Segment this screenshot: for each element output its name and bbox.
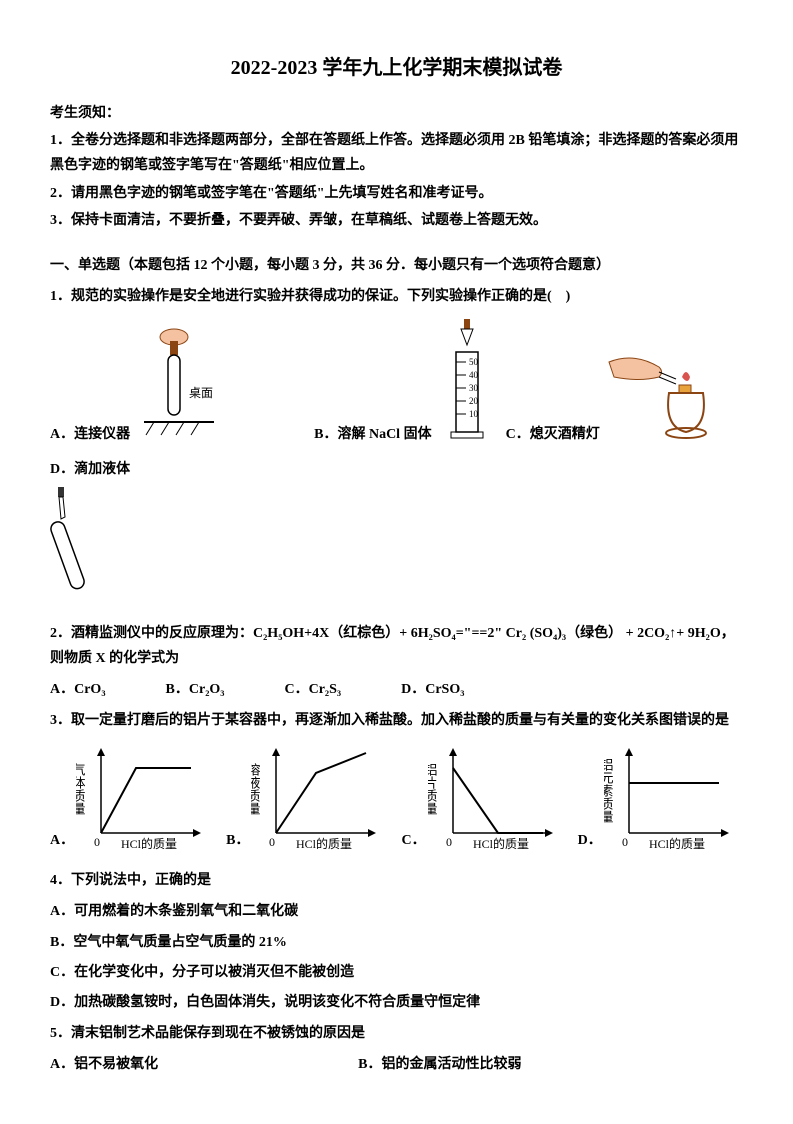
q1-c-label: C．熄灭酒精灯 — [506, 422, 600, 447]
q3-graphs: A． 气体质量 0 HCl的质量 B． 溶液质量 0 HCl的质量 C． 铝片质… — [50, 743, 743, 853]
desk-label: 桌面 — [189, 386, 213, 400]
svg-text:气体质量: 气体质量 — [76, 763, 86, 816]
page-title: 2022-2023 学年九上化学期末模拟试卷 — [50, 50, 743, 86]
q1-stem: 1．规范的实验操作是安全地进行实验并获得成功的保证。下列实验操作正确的是( ) — [50, 284, 743, 309]
notice-2: 2．请用黑色字迹的钢笔或签字笔在"答题纸"上先填写姓名和准考证号。 — [50, 181, 743, 206]
q2-a: A．CrO₃ — [50, 677, 106, 702]
svg-text:20: 20 — [469, 396, 479, 406]
q1-d-label: D．滴加液体 — [50, 457, 130, 482]
q1-opt-c: C．熄灭酒精灯 — [506, 347, 714, 447]
svg-text:40: 40 — [469, 370, 479, 380]
svg-text:HCl的质量: HCl的质量 — [473, 836, 529, 851]
section-1-head: 一、单选题（本题包括 12 个小题，每小题 3 分，共 36 分．每小题只有一个… — [50, 253, 743, 278]
q3-a-label: A． — [50, 828, 74, 853]
svg-text:10: 10 — [469, 409, 479, 419]
graph-d-icon: 铝元素质量 0 HCl的质量 — [604, 743, 734, 853]
q2-b: B．Cr₂O₃ — [166, 677, 225, 702]
notice-head: 考生须知： — [50, 101, 743, 126]
q1-opt-b: B．溶解 NaCl 固体 50 40 30 20 10 — [314, 317, 495, 447]
q1-opt-a: A．连接仪器 桌面 — [50, 327, 224, 447]
q3-opt-a: A． 气体质量 0 HCl的质量 — [50, 743, 206, 853]
svg-text:0: 0 — [622, 835, 628, 849]
q1-b-label: B．溶解 NaCl 固体 — [314, 422, 431, 447]
dropper-testtube-icon — [50, 485, 110, 615]
graph-a-icon: 气体质量 0 HCl的质量 — [76, 743, 206, 853]
graph-b-icon: 溶液质量 0 HCl的质量 — [251, 743, 381, 853]
q2-stem: 2．酒精监测仪中的反应原理为：C₂H₅OH+4X（红棕色）+ 6H₂SO₄="=… — [50, 621, 743, 671]
q3-b-label: B． — [226, 828, 249, 853]
q2-d: D．CrSO₃ — [401, 677, 464, 702]
q2-c: C．Cr₂S₃ — [284, 677, 341, 702]
q3-d-label: D． — [578, 828, 602, 853]
q4-c: C．在化学变化中，分子可以被消灭但不能被创造 — [50, 960, 743, 985]
svg-text:HCl的质量: HCl的质量 — [649, 836, 705, 851]
alcohol-lamp-blow-icon — [604, 347, 714, 447]
q5-b: B．铝的金属活动性比较弱 — [358, 1052, 521, 1077]
q5-stem: 5．清末铝制艺术品能保存到现在不被锈蚀的原因是 — [50, 1021, 743, 1046]
q3-opt-b: B． 溶液质量 0 HCl的质量 — [226, 743, 381, 853]
instructions-block: 考生须知： 1．全卷分选择题和非选择题两部分，全部在答题纸上作答。选择题必须用 … — [50, 101, 743, 233]
svg-text:HCl的质量: HCl的质量 — [296, 836, 352, 851]
svg-text:铝元素质量: 铝元素质量 — [604, 758, 614, 823]
q4-a: A．可用燃着的木条鉴别氧气和二氧化碳 — [50, 899, 743, 924]
q4-d: D．加热碳酸氢铵时，白色固体消失，说明该变化不符合质量守恒定律 — [50, 990, 743, 1015]
svg-text:30: 30 — [469, 383, 479, 393]
q3-opt-c: C． 铝片质量 0 HCl的质量 — [401, 743, 557, 853]
notice-3: 3．保持卡面清洁，不要折叠，不要弄破、弄皱，在草稿纸、试题卷上答题无效。 — [50, 208, 743, 233]
q1-options: A．连接仪器 桌面 B．溶解 NaCl 固体 50 40 — [50, 317, 743, 482]
q1-a-label: A．连接仪器 — [50, 422, 130, 447]
q3-c-label: C． — [401, 828, 425, 853]
svg-text:铝片质量: 铝片质量 — [428, 763, 438, 815]
q5-a: A．铝不易被氧化 — [50, 1052, 158, 1077]
q4-stem: 4．下列说法中，正确的是 — [50, 868, 743, 893]
q5-options: A．铝不易被氧化 B．铝的金属活动性比较弱 — [50, 1052, 743, 1077]
q3-stem: 3．取一定量打磨后的铝片于某容器中，再逐渐加入稀盐酸。加入稀盐酸的质量与有关量的… — [50, 708, 743, 733]
svg-text:0: 0 — [269, 835, 275, 849]
graph-c-icon: 铝片质量 0 HCl的质量 — [428, 743, 558, 853]
graduated-cylinder-icon: 50 40 30 20 10 — [436, 317, 496, 447]
notice-1: 1．全卷分选择题和非选择题两部分，全部在答题纸上作答。选择题必须用 2B 铅笔填… — [50, 128, 743, 178]
connect-apparatus-icon: 桌面 — [134, 327, 224, 447]
svg-text:溶液质量: 溶液质量 — [251, 763, 261, 815]
q2-options: A．CrO₃ B．Cr₂O₃ C．Cr₂S₃ D．CrSO₃ — [50, 677, 743, 702]
q4-b: B．空气中氧气质量占空气质量的 21% — [50, 930, 743, 955]
svg-text:HCl的质量: HCl的质量 — [121, 836, 177, 851]
svg-text:0: 0 — [94, 835, 100, 849]
svg-text:50: 50 — [469, 357, 479, 367]
q1-opt-d: D．滴加液体 — [50, 457, 130, 482]
svg-text:0: 0 — [446, 835, 452, 849]
q3-opt-d: D． 铝元素质量 0 HCl的质量 — [578, 743, 734, 853]
